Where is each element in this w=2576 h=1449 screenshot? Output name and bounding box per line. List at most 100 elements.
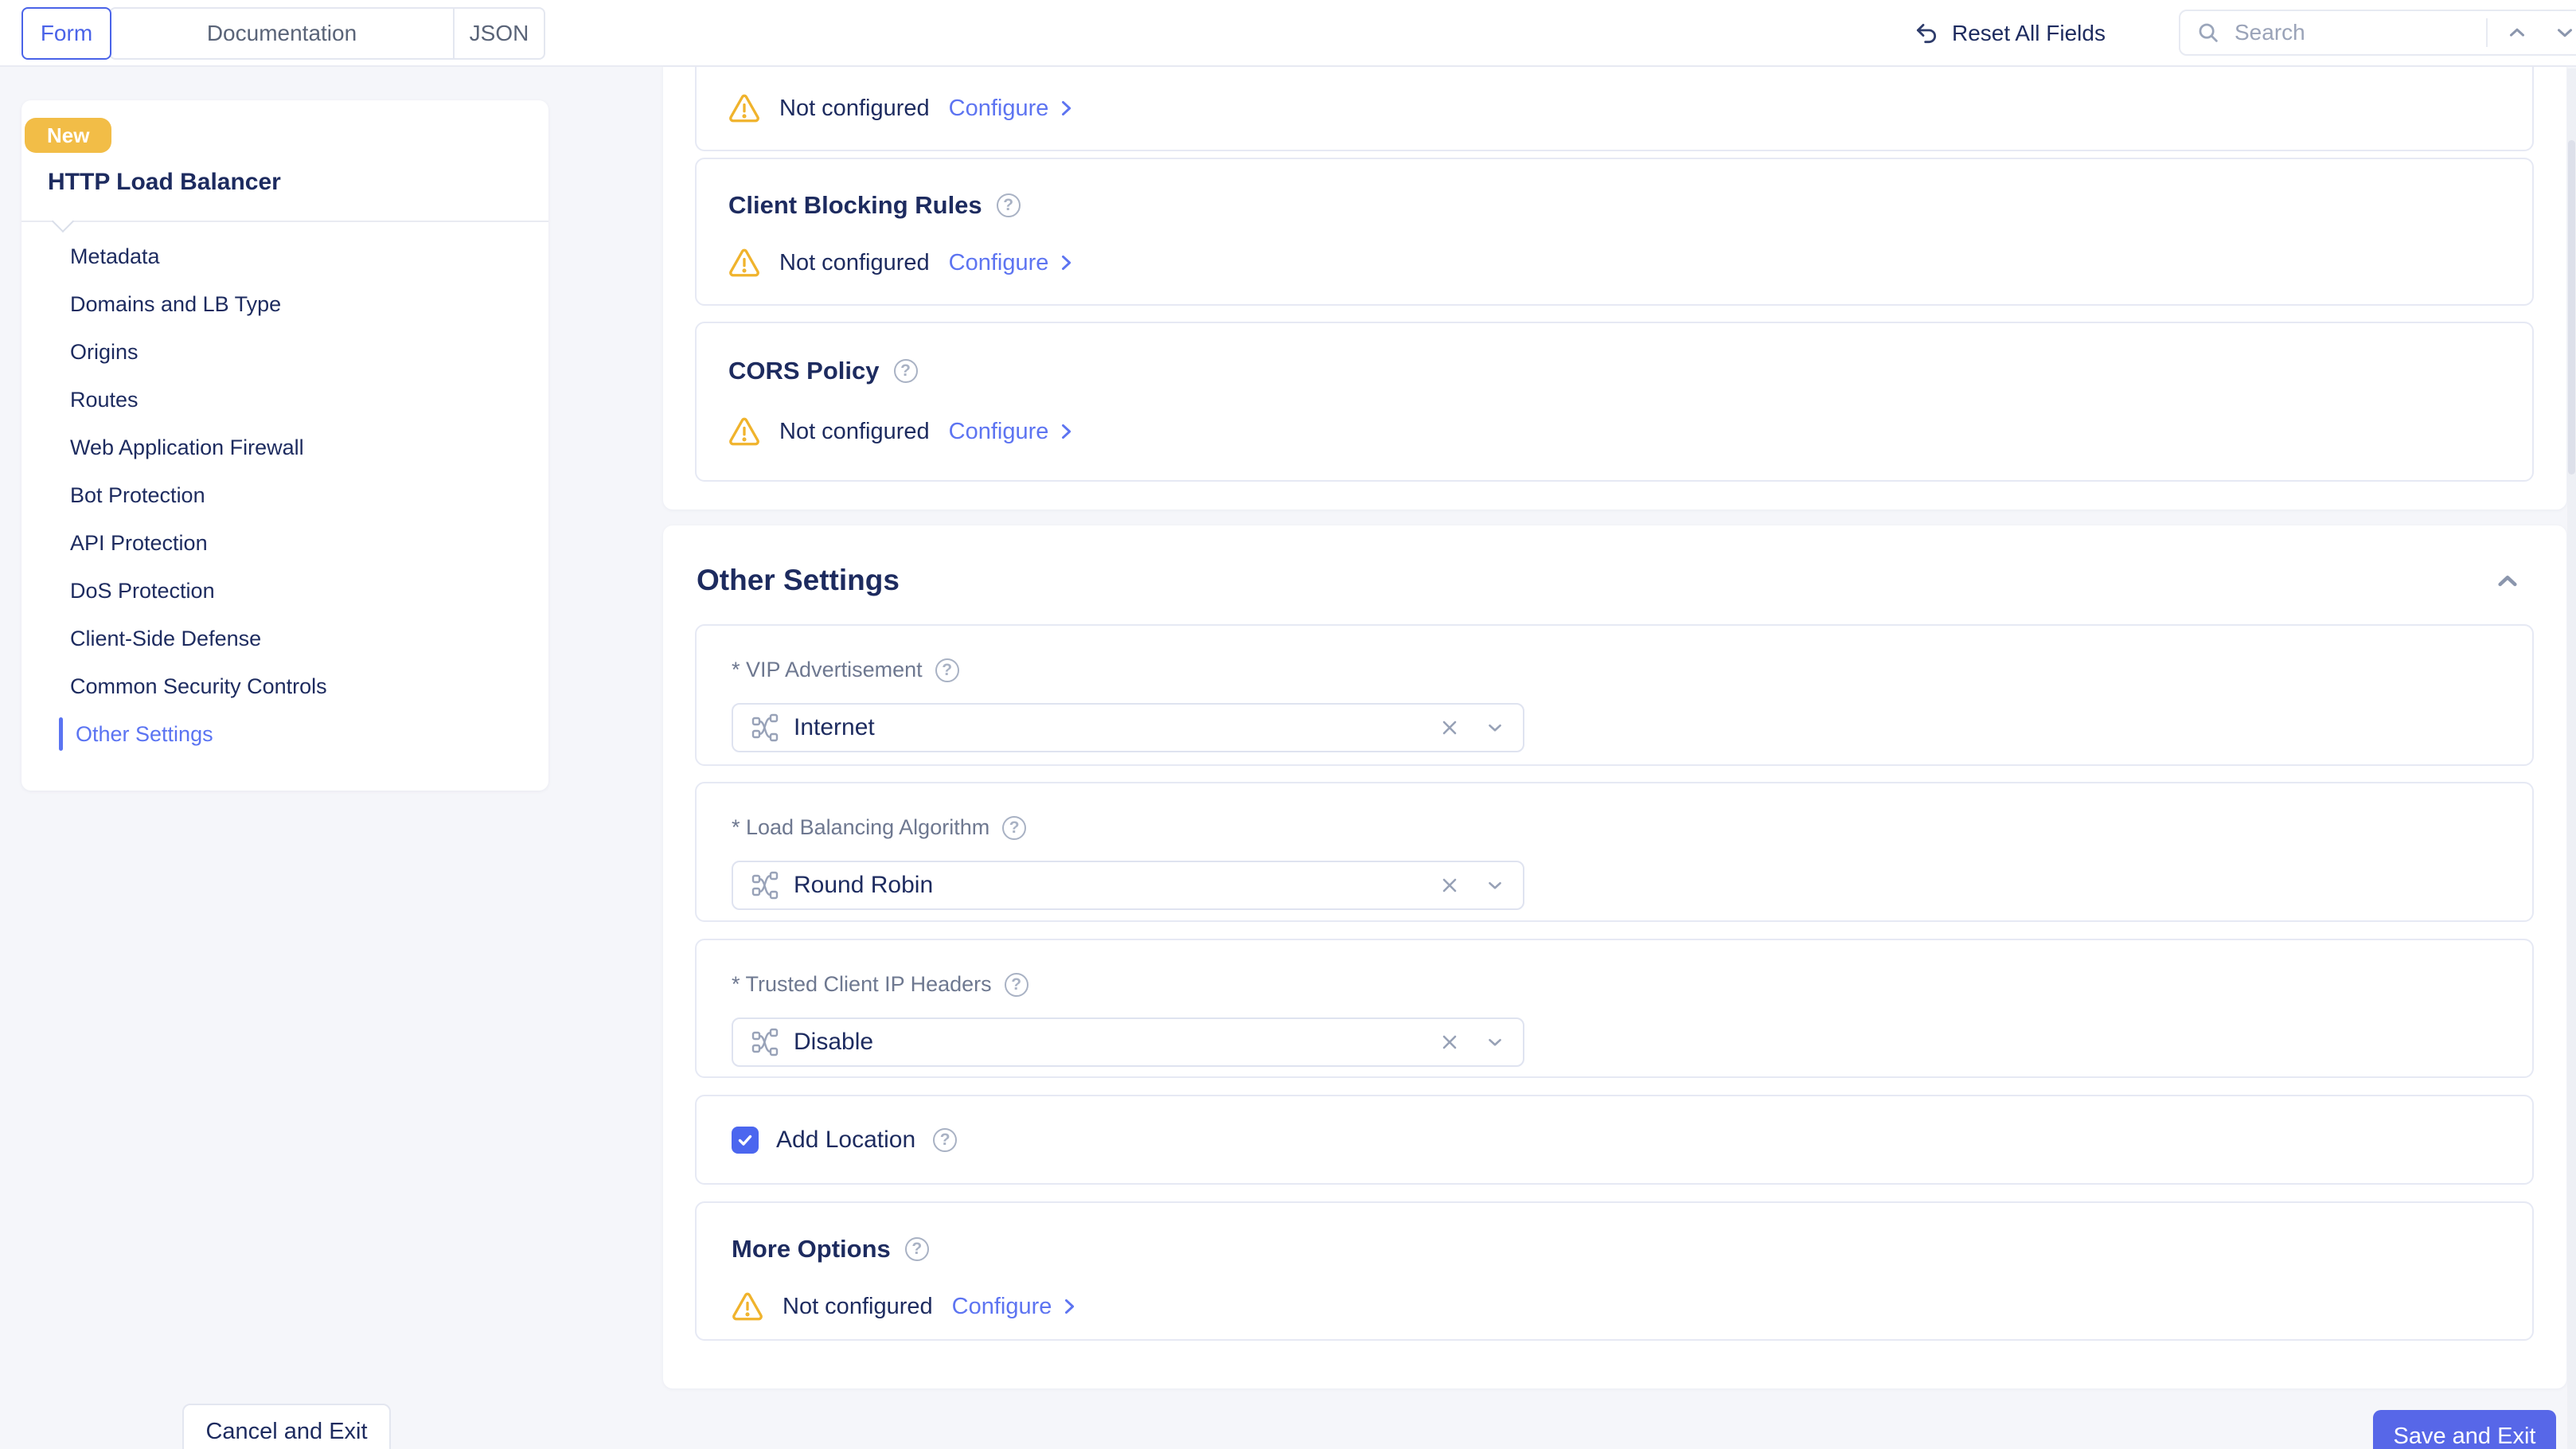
sidebar-item-web-application-firewall[interactable]: Web Application Firewall [70, 435, 304, 459]
field-card-trusted-client-ip-headers: * Trusted Client IP Headers Disable [695, 939, 2534, 1078]
selected-value: Disable [794, 1029, 874, 1055]
warning-icon [728, 94, 760, 123]
load-balancing-algorithm-select[interactable]: Round Robin [732, 861, 1524, 910]
sidebar-collapse-notch-icon[interactable] [51, 209, 75, 233]
card-title: More Options [732, 1235, 891, 1263]
card-cors-policy: CORS Policy Not configured Configure [695, 322, 2534, 482]
chevron-down-icon[interactable] [1485, 875, 1505, 896]
clear-selection-icon[interactable] [1438, 874, 1461, 896]
warning-icon [732, 1292, 763, 1321]
help-icon[interactable] [996, 193, 1021, 217]
sidebar-item-domains-lb-type[interactable]: Domains and LB Type [70, 291, 282, 316]
top-toolbar: Form Documentation JSON Reset All Fields [0, 0, 2576, 67]
active-item-indicator [59, 717, 63, 751]
tab-group-secondary: Documentation JSON [109, 7, 545, 60]
vertical-scrollbar[interactable] [2567, 68, 2576, 1449]
vip-advertisement-select[interactable]: Internet [732, 703, 1524, 752]
selected-value: Round Robin [794, 872, 934, 898]
search-divider [2486, 18, 2488, 47]
add-location-checkbox[interactable] [732, 1126, 759, 1154]
shuffle-icon [751, 1028, 779, 1056]
card-partial-top: Not configured Configure [695, 67, 2534, 151]
chevron-right-icon [1062, 424, 1071, 439]
field-label: * Load Balancing Algorithm [732, 815, 990, 839]
scrollbar-thumb[interactable] [2568, 140, 2575, 475]
sidebar-item-client-side-defense[interactable]: Client-Side Defense [70, 626, 262, 650]
reset-icon [1914, 21, 1939, 46]
field-label: * VIP Advertisement [732, 658, 923, 682]
tab-form[interactable]: Form [21, 7, 111, 60]
not-configured-status: Not configured [779, 249, 930, 275]
add-location-label: Add Location [776, 1126, 916, 1153]
clear-selection-icon[interactable] [1438, 717, 1461, 739]
sidebar-item-origins[interactable]: Origins [70, 339, 139, 364]
cancel-and-exit-button[interactable]: Cancel and Exit [182, 1404, 391, 1449]
section-collapse-button chevron-up-icon[interactable] [2495, 568, 2520, 594]
configure-label: Configure [948, 418, 1049, 444]
configure-link[interactable]: Configure [949, 96, 1078, 122]
selected-value: Internet [794, 714, 875, 740]
chevron-right-icon [1062, 100, 1071, 116]
sidebar-item-dos-protection[interactable]: DoS Protection [70, 578, 215, 603]
warning-icon [728, 248, 760, 277]
field-card-load-balancing-algorithm: * Load Balancing Algorithm Round Robin [695, 782, 2534, 922]
search-next-button chevron-down-icon[interactable] [2553, 21, 2576, 45]
field-card-vip-advertisement: * VIP Advertisement Internet [695, 624, 2534, 766]
not-configured-status: Not configured [783, 1293, 933, 1319]
search-icon [2196, 21, 2220, 45]
configure-link[interactable]: Configure [949, 419, 1078, 445]
help-icon[interactable] [893, 359, 918, 383]
sidebar-item-bot-protection[interactable]: Bot Protection [70, 482, 205, 507]
chevron-right-icon [1065, 1299, 1075, 1314]
help-icon[interactable] [933, 1127, 958, 1152]
sidebar-item-other-settings[interactable]: Other Settings [21, 710, 548, 758]
tab-json[interactable]: JSON [453, 9, 544, 58]
search-prev-button chevron-up-icon[interactable] [2505, 21, 2529, 45]
configure-label: Configure [951, 1293, 1052, 1319]
form-sections-sidebar: New HTTP Load Balancer Metadata Domains … [21, 100, 548, 791]
sidebar-divider [21, 221, 548, 222]
sidebar-item-metadata[interactable]: Metadata [70, 244, 160, 268]
sidebar-item-common-security-controls[interactable]: Common Security Controls [70, 674, 327, 698]
card-client-blocking-rules: Client Blocking Rules Not configured Con… [695, 158, 2534, 306]
search-input[interactable] [2233, 19, 2478, 46]
sidebar-item-api-protection[interactable]: API Protection [70, 530, 208, 555]
view-mode-tabs: Form Documentation JSON [21, 7, 545, 60]
checkmark-icon [738, 1135, 752, 1146]
reset-all-fields-button[interactable]: Reset All Fields [1914, 0, 2106, 67]
status-row: Not configured Configure [728, 94, 1077, 123]
help-icon[interactable] [935, 658, 959, 682]
field-label: * Trusted Client IP Headers [732, 972, 992, 996]
not-configured-status: Not configured [779, 95, 930, 121]
help-icon[interactable] [1002, 815, 1027, 840]
clear-selection-icon[interactable] [1438, 1031, 1461, 1053]
chevron-down-icon[interactable] [1485, 1032, 1505, 1053]
help-icon[interactable] [1004, 972, 1028, 997]
configure-link[interactable]: Configure [949, 250, 1078, 276]
trusted-client-ip-headers-select[interactable]: Disable [732, 1017, 1524, 1067]
card-more-options: More Options Not configured Configure [695, 1201, 2534, 1341]
save-and-exit-button[interactable]: Save and Exit [2373, 1410, 2556, 1449]
shuffle-icon [751, 871, 779, 900]
configure-link[interactable]: Configure [952, 1294, 1081, 1320]
sidebar-item-routes[interactable]: Routes [70, 387, 139, 412]
warning-icon [728, 417, 760, 446]
other-settings-section: Other Settings * VIP Advertisement Inter… [663, 525, 2566, 1388]
card-title: CORS Policy [728, 357, 880, 385]
reset-label: Reset All Fields [1952, 21, 2106, 45]
configure-label: Configure [948, 249, 1049, 275]
sidebar-title: HTTP Load Balancer [48, 169, 281, 195]
chevron-down-icon[interactable] [1485, 717, 1505, 738]
search-result-nav [2505, 21, 2576, 45]
status-row: Not configured Configure [728, 248, 2500, 277]
sidebar-nav: Metadata Domains and LB Type Origins Rou… [21, 232, 548, 758]
sidebar-item-label: Other Settings [76, 721, 213, 746]
help-icon[interactable] [904, 1237, 929, 1261]
status-row: Not configured Configure [732, 1292, 2497, 1321]
new-badge: New [25, 118, 112, 153]
card-title: Client Blocking Rules [728, 191, 982, 219]
tab-documentation[interactable]: Documentation [206, 21, 357, 45]
configure-label: Configure [948, 95, 1049, 121]
chevron-right-icon [1062, 255, 1071, 271]
